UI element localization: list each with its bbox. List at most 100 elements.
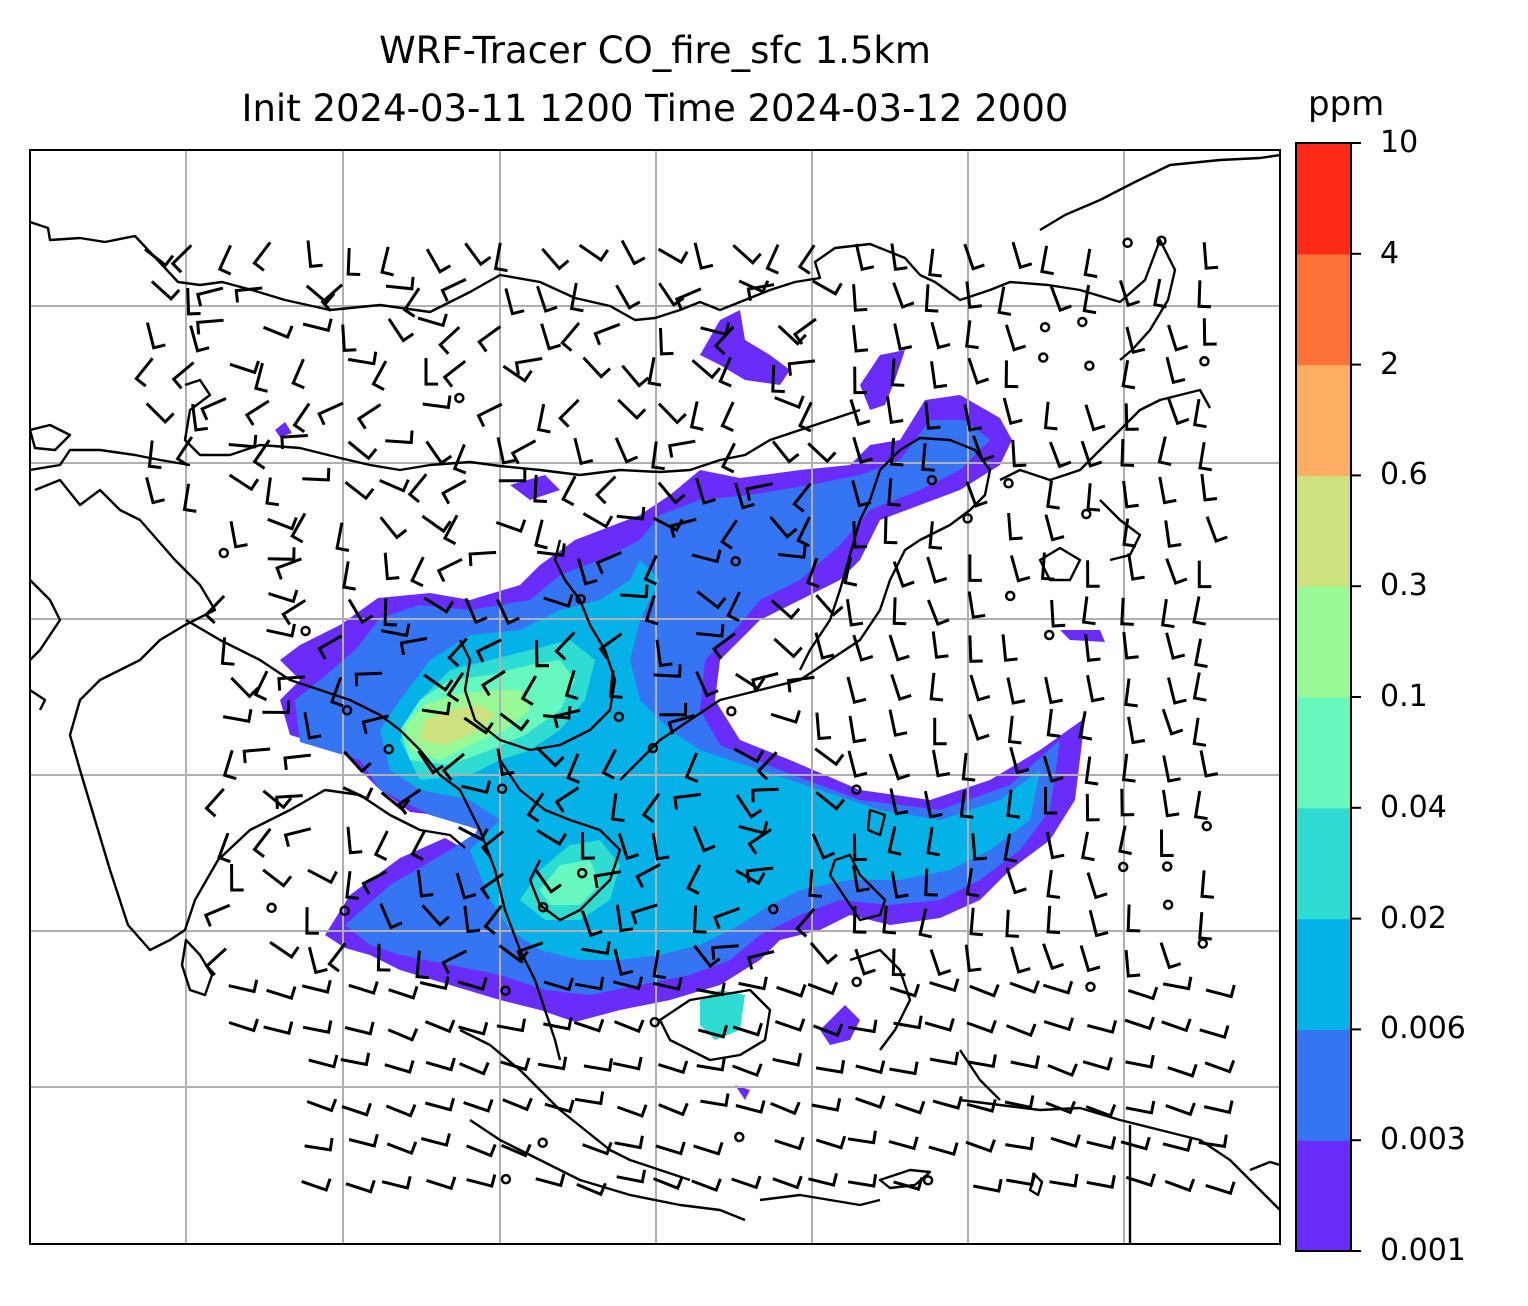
wind-barb <box>1007 512 1023 541</box>
wind-barb <box>344 481 375 501</box>
wind-barb <box>889 983 921 998</box>
wind-barb <box>384 1060 415 1074</box>
wind-barb <box>342 786 374 801</box>
wind-barb <box>347 598 374 624</box>
wind-barb <box>848 715 867 744</box>
wind-barb <box>534 869 562 894</box>
wind-barb <box>1079 945 1101 973</box>
wind-barb <box>480 669 506 697</box>
wind-barb <box>1204 1059 1236 1074</box>
wind-barb <box>608 670 623 699</box>
wind-barb <box>204 787 225 818</box>
wind-barb <box>808 1173 838 1187</box>
wind-barb <box>1084 756 1099 786</box>
wind-barb <box>441 752 465 781</box>
coastline-segment <box>1039 153 1280 232</box>
calm-wind-marker <box>649 1016 661 1028</box>
wind-barb <box>751 672 779 692</box>
colorbar-bin <box>1296 918 1351 1030</box>
wind-barb <box>145 402 175 425</box>
wind-barb <box>457 977 488 991</box>
wind-barb <box>1124 1016 1155 1031</box>
wind-barb <box>421 701 451 716</box>
calm-wind-marker <box>1043 629 1055 641</box>
wind-barb <box>643 554 658 586</box>
calm-wind-marker <box>266 902 277 914</box>
wind-barb <box>222 709 253 723</box>
calm-wind-marker <box>383 743 395 755</box>
wind-barb <box>1205 1181 1236 1196</box>
co-concentration-field <box>275 310 1105 1100</box>
wind-barb <box>244 399 270 426</box>
wind-barb <box>1086 674 1105 703</box>
wind-barb <box>1082 284 1097 315</box>
wind-barb <box>305 284 336 305</box>
wind-barb <box>306 1098 338 1113</box>
wind-barb <box>777 545 807 559</box>
wind-barb <box>171 361 195 390</box>
wind-barb <box>735 1100 766 1114</box>
wind-barb <box>442 514 459 546</box>
wind-barb <box>933 717 947 746</box>
calm-wind-marker <box>1161 861 1173 872</box>
wind-barb <box>1192 717 1207 747</box>
wind-barb <box>967 357 990 385</box>
wind-barb <box>422 395 452 410</box>
colorbar-tick-label: 0.6 <box>1380 457 1428 493</box>
wind-barb <box>542 705 572 720</box>
wind-barb <box>496 748 515 777</box>
wind-barb <box>303 712 322 740</box>
wind-barb <box>756 751 778 781</box>
wind-barb <box>379 479 410 493</box>
wind-barb <box>1080 831 1095 862</box>
wind-barb <box>466 1174 497 1188</box>
wind-barb <box>928 248 942 278</box>
wind-barb <box>613 1019 645 1034</box>
wind-barb <box>735 794 763 819</box>
wind-barb <box>1078 711 1093 741</box>
wind-barb <box>1122 518 1137 548</box>
wind-barb <box>1124 949 1141 978</box>
wind-barb <box>812 1023 844 1038</box>
wind-barb <box>1126 904 1141 933</box>
wind-barb <box>1198 441 1213 472</box>
wind-barb <box>927 599 950 627</box>
wind-barb <box>292 402 311 434</box>
wind-barb <box>746 283 775 302</box>
wind-barb <box>574 1091 605 1106</box>
wind-barb <box>1004 324 1027 352</box>
wind-barb <box>308 1054 339 1069</box>
wind-barb <box>582 356 612 379</box>
wind-barb <box>652 977 683 991</box>
wind-barb <box>1009 555 1031 583</box>
wind-barb <box>493 242 508 273</box>
wind-barb <box>1161 1018 1192 1033</box>
wind-barb <box>574 976 605 991</box>
wind-barb <box>348 1133 379 1148</box>
wind-barb <box>204 947 228 977</box>
wind-barb <box>421 904 450 927</box>
wind-barb <box>890 243 908 271</box>
colorbar <box>1295 142 1361 1252</box>
wind-barb <box>440 278 467 302</box>
wind-barb <box>269 940 300 959</box>
wind-barb <box>1043 786 1058 815</box>
wind-barb <box>189 325 210 353</box>
wind-barb <box>1045 831 1065 860</box>
wind-barb <box>1006 1172 1036 1187</box>
coastline-segment <box>180 938 214 997</box>
wind-barb <box>893 1177 924 1191</box>
wind-barb <box>468 550 497 567</box>
wind-barb <box>1153 278 1167 309</box>
wind-barb <box>424 358 439 386</box>
wind-barb <box>399 636 428 656</box>
wind-barb <box>253 670 269 702</box>
wind-barb <box>1127 986 1159 1001</box>
wind-barb <box>921 443 935 472</box>
wind-barb <box>387 317 415 343</box>
wind-barb <box>1118 279 1141 308</box>
wind-barb <box>888 753 911 781</box>
coastline-segment <box>658 988 772 1062</box>
calm-wind-marker <box>339 905 350 917</box>
